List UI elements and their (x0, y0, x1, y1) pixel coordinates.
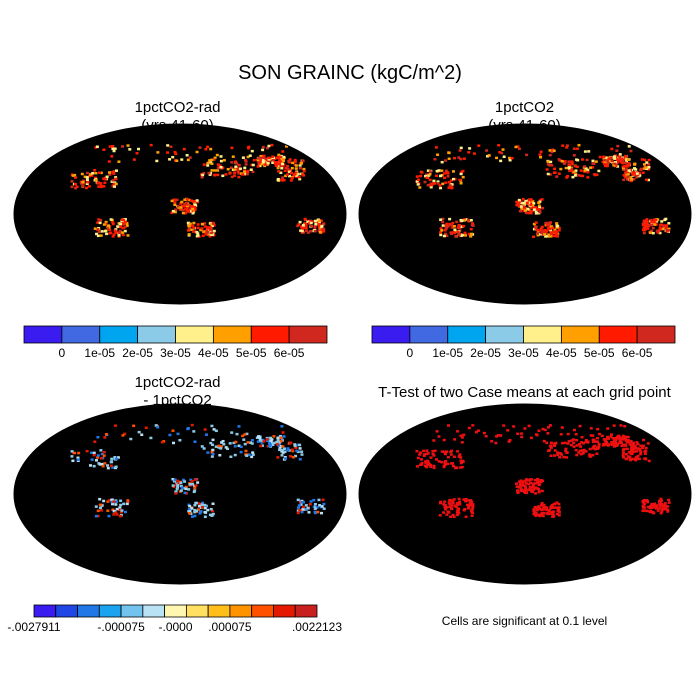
colorbar-box (55, 604, 78, 618)
colorbar-box (77, 604, 100, 618)
colorbar-box (636, 325, 676, 344)
map-panel-d (358, 403, 692, 585)
colorbar-box (250, 325, 290, 344)
map-border (13, 403, 347, 585)
colorbar-box (523, 325, 562, 344)
field-speckles (70, 423, 326, 519)
colorbar-box (288, 325, 328, 344)
colorbar-box (485, 325, 524, 344)
map-border (358, 403, 692, 585)
colorbar-box (98, 604, 122, 618)
colorbar-label: .000075 (208, 620, 252, 634)
colorbar-label: 6e-05 (622, 346, 653, 360)
colorbar-label: -.0027911 (7, 620, 60, 634)
colorbar-label: -.000075 (97, 620, 145, 634)
map-panel-c (13, 403, 347, 585)
map-border (358, 123, 692, 305)
colorbar-top-left: 0 1e-05 2e-05 3e-05 4e-05 5e-05 6e-05 (23, 325, 328, 360)
panel-title-line1: 1pctCO2 (494, 99, 555, 116)
colorbar-label: 4e-05 (198, 346, 229, 360)
significance-note: Cells are significant at 0.1 level (441, 614, 608, 628)
colorbar-top-right: 0 1e-05 2e-05 3e-05 4e-05 5e-05 6e-05 (371, 325, 676, 360)
colorbar-box (23, 325, 63, 344)
colorbar-box (99, 325, 139, 344)
colorbar-difference: -.0027911 -.000075 -.0000 .000075 .0022123 (7, 604, 342, 634)
map-panel-a (13, 123, 347, 305)
colorbar-box (207, 604, 231, 618)
colorbars: 0 1e-05 2e-05 3e-05 4e-05 5e-05 6e-05 0 1e-05 2e-… (7, 325, 676, 634)
colorbar-box (175, 325, 214, 344)
colorbar-box (409, 325, 449, 344)
colorbar-box (251, 604, 274, 618)
map-panel-b (358, 123, 692, 305)
colorbar-box (560, 325, 600, 344)
colorbar-box (137, 325, 176, 344)
colorbar-label: 5e-05 (584, 346, 615, 360)
map-border (13, 123, 347, 305)
field-speckles (415, 424, 671, 519)
colorbar-box (229, 604, 253, 618)
colorbar-label: -.0000 (158, 620, 192, 634)
field-speckles (70, 143, 326, 238)
colorbar-label: 6e-05 (274, 346, 305, 360)
land (376, 408, 678, 575)
colorbar-label: 4e-05 (546, 346, 577, 360)
panel-title-ttest: T-Test of two Case means at each grid po… (352, 384, 697, 402)
colorbar-box (164, 604, 187, 618)
colorbar-label: 1e-05 (432, 346, 463, 360)
colorbar-box (371, 325, 411, 344)
colorbar-box (142, 604, 166, 618)
colorbar-box (33, 604, 57, 618)
colorbar-box (273, 604, 296, 618)
panel-title-line1: T-Test of two Case means at each grid po… (378, 384, 671, 401)
panel-title-line1: 1pctCO2-rad (134, 99, 221, 116)
colorbar-label: 2e-05 (122, 346, 153, 360)
colorbar-label: 0 (407, 346, 414, 360)
colorbar-label: 1e-05 (84, 346, 115, 360)
colorbar-label: 0 (59, 346, 66, 360)
colorbar-label: 5e-05 (236, 346, 267, 360)
figure-title: SON GRAINC (kgC/m^2) (238, 62, 462, 84)
colorbar-box (61, 325, 101, 344)
panel-title-line1: 1pctCO2-rad (134, 374, 221, 391)
colorbar-label: .0022123 (292, 620, 342, 634)
colorbar-label: 3e-05 (160, 346, 191, 360)
field-speckles (415, 143, 671, 239)
colorbar-box (294, 604, 318, 618)
colorbar-box (185, 604, 209, 618)
colorbar-box (447, 325, 487, 344)
colorbar-box (598, 325, 638, 344)
map-panels (13, 123, 692, 585)
colorbar-label: 2e-05 (470, 346, 501, 360)
colorbar-box (120, 604, 144, 618)
colorbar-label: 3e-05 (508, 346, 539, 360)
land (31, 128, 333, 295)
colorbar-box (212, 325, 252, 344)
